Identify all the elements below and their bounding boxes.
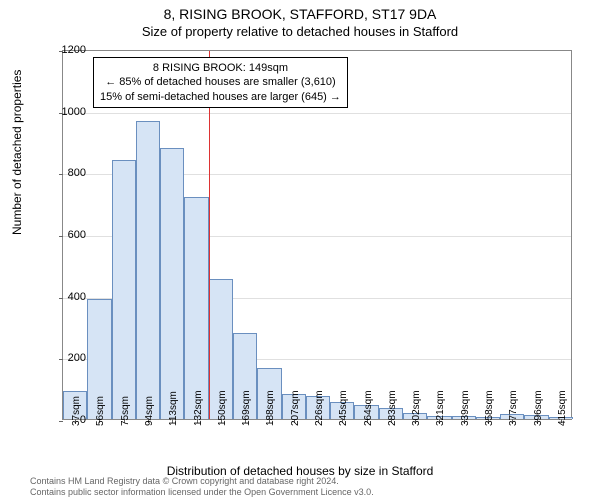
gridline (63, 113, 571, 114)
ytick-label: 600 (46, 229, 86, 241)
annotation-line3: 15% of semi-detached houses are larger (… (100, 90, 341, 104)
footer-line1: Contains HM Land Registry data © Crown c… (30, 476, 374, 487)
histogram-bar (160, 148, 184, 419)
xtick-label: 37sqm (71, 396, 82, 426)
xtick-label: 339sqm (460, 390, 471, 426)
histogram-bar (136, 121, 160, 419)
ytick-label: 400 (46, 291, 86, 303)
annotation-line2: ← 85% of detached houses are smaller (3,… (100, 75, 341, 89)
chart-subtitle: Size of property relative to detached ho… (0, 22, 600, 39)
footer-line2: Contains public sector information licen… (30, 487, 374, 498)
xtick-label: 94sqm (144, 396, 155, 426)
ytick-label: 200 (46, 352, 86, 364)
chart-plot-area: 8 RISING BROOK: 149sqm ← 85% of detached… (62, 50, 572, 420)
footer-attribution: Contains HM Land Registry data © Crown c… (30, 476, 374, 498)
xtick-label: 245sqm (338, 390, 349, 426)
chart-title: 8, RISING BROOK, STAFFORD, ST17 9DA (0, 0, 600, 22)
xtick-label: 283sqm (387, 390, 398, 426)
xtick-label: 358sqm (484, 390, 495, 426)
chart-container: 8, RISING BROOK, STAFFORD, ST17 9DA Size… (0, 0, 600, 500)
xtick-label: 150sqm (217, 390, 228, 426)
xtick-label: 415sqm (557, 390, 568, 426)
ytick-label: 800 (46, 167, 86, 179)
xtick-label: 56sqm (95, 396, 106, 426)
y-axis-label: Number of detached properties (10, 70, 24, 235)
xtick-label: 264sqm (363, 390, 374, 426)
ytick-label: 1200 (46, 44, 86, 56)
xtick-label: 377sqm (508, 390, 519, 426)
xtick-label: 207sqm (290, 390, 301, 426)
annotation-line1: 8 RISING BROOK: 149sqm (100, 61, 341, 75)
annotation-box: 8 RISING BROOK: 149sqm ← 85% of detached… (93, 57, 348, 108)
xtick-label: 302sqm (411, 390, 422, 426)
xtick-label: 75sqm (120, 396, 131, 426)
histogram-bar (112, 160, 136, 419)
ytick-label: 1000 (46, 106, 86, 118)
xtick-label: 188sqm (265, 390, 276, 426)
xtick-label: 169sqm (241, 390, 252, 426)
xtick-label: 132sqm (193, 390, 204, 426)
xtick-label: 321sqm (435, 390, 446, 426)
xtick-label: 396sqm (533, 390, 544, 426)
xtick-label: 226sqm (314, 390, 325, 426)
xtick-label: 113sqm (168, 391, 179, 426)
histogram-bar (184, 197, 208, 419)
